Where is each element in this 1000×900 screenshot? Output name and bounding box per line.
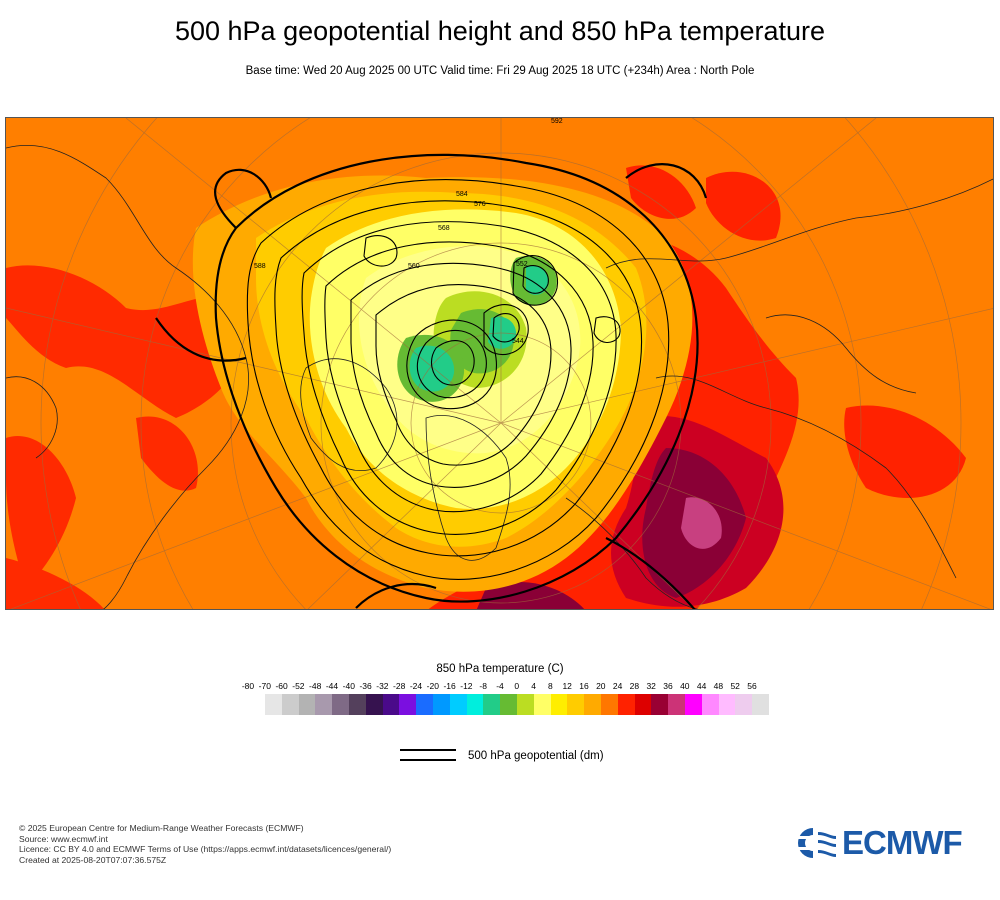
contour-label: 588	[254, 263, 266, 270]
temperature-colorbar	[265, 694, 769, 715]
legend-title: 850 hPa temperature (C)	[436, 663, 564, 675]
colorbar-swatch	[432, 694, 450, 715]
colorbar-swatch	[281, 694, 299, 715]
footer-credits: © 2025 European Centre for Medium-Range …	[19, 823, 391, 865]
contour-label: 552	[516, 261, 528, 268]
colorbar-swatch	[348, 694, 366, 715]
colorbar-tick-label: -8	[479, 681, 487, 691]
colorbar-tick-label: 20	[596, 681, 606, 691]
colorbar-tick-label: 4	[531, 681, 536, 691]
colorbar-swatch	[668, 694, 685, 715]
colorbar-tick-label: 44	[696, 681, 707, 691]
footer-line: Created at 2025-08-20T07:07:36.575Z	[19, 854, 167, 865]
colorbar-swatch	[533, 694, 551, 715]
colorbar-tick-label: -48	[309, 681, 322, 691]
colorbar-tick-label: -12	[460, 681, 473, 691]
contour-label: 576	[474, 201, 486, 208]
colorbar-tick-label: 16	[579, 681, 589, 691]
colorbar-swatch	[684, 694, 702, 715]
colorbar-swatch	[600, 694, 618, 715]
colorbar-swatch	[584, 694, 601, 715]
contour-label: 592	[551, 118, 563, 125]
contour-label: 560	[408, 263, 420, 270]
colorbar-swatch	[634, 694, 652, 715]
colorbar-swatch	[752, 694, 769, 715]
colorbar-tick-label: 8	[548, 681, 553, 691]
colorbar-tick-label: 52	[730, 681, 740, 691]
colorbar-swatch	[718, 694, 736, 715]
ecmwf-logo: ECMWF	[796, 824, 986, 864]
colorbar-swatch	[332, 694, 349, 715]
colorbar-tick-label: -40	[342, 681, 355, 691]
colorbar-swatch	[516, 694, 534, 715]
colorbar-tick-label: -28	[393, 681, 406, 691]
colorbar-tick-label: -16	[443, 681, 456, 691]
legend-line-swatch	[400, 749, 456, 751]
colorbar-swatch	[416, 694, 433, 715]
footer-line: Licence: CC BY 4.0 and ECMWF Terms of Us…	[19, 844, 392, 855]
geopotential-legend-label: 500 hPa geopotential (dm)	[468, 750, 604, 762]
colorbar-swatch	[315, 694, 333, 715]
colorbar-tick-label: -80	[241, 681, 255, 691]
colorbar-tick-label: -32	[376, 681, 389, 691]
colorbar-swatch	[382, 694, 400, 715]
colorbar-tick-label: 28	[629, 681, 640, 691]
ecmwf-logo-icon	[796, 826, 840, 860]
colorbar-tick-label: 0	[514, 681, 520, 691]
colorbar-swatch	[735, 694, 753, 715]
colorbar-swatch	[298, 694, 316, 715]
colorbar-tick-label: -70	[258, 681, 271, 691]
weather-map: 584 576 568 560 552 544 592 588	[5, 117, 994, 610]
colorbar-swatch	[500, 694, 517, 715]
colorbar-tick-label: 24	[612, 681, 623, 691]
colorbar-tick-label: -20	[426, 681, 439, 691]
colorbar-tick-label: -44	[325, 681, 339, 691]
chart-title: 500 hPa geopotential height and 850 hPa …	[174, 16, 825, 46]
colorbar-swatch	[399, 694, 417, 715]
colorbar-swatch	[449, 694, 467, 715]
colorbar-tick-label: -4	[496, 681, 504, 691]
colorbar-swatch	[265, 694, 282, 715]
contour-label: 568	[438, 225, 450, 232]
colorbar-ticks: -80 -70 -60 -52 -48 -44 -40 -36 -32 -28 -24 -20 -16-…	[0, 681, 1000, 693]
colorbar-tick-label: -60	[275, 681, 288, 691]
colorbar-swatch	[617, 694, 635, 715]
colorbar-tick-label: -24	[409, 681, 423, 691]
chart-subtitle: Base time: Wed 20 Aug 2025 00 UTC Valid …	[245, 65, 755, 77]
colorbar-tick-label: 12	[562, 681, 572, 691]
colorbar-swatch	[365, 694, 383, 715]
colorbar-tick-label: 40	[680, 681, 690, 691]
colorbar-swatch	[466, 694, 484, 715]
colorbar-tick-label: 36	[663, 681, 673, 691]
ecmwf-wordmark: ECMWF	[842, 824, 963, 861]
colorbar-tick-label: 56	[747, 681, 757, 691]
colorbar-swatch	[651, 694, 669, 715]
colorbar-tick-label: -52	[292, 681, 305, 691]
colorbar-swatch	[701, 694, 719, 715]
colorbar-swatch	[550, 694, 568, 715]
contour-label: 544	[512, 338, 524, 345]
footer-line: Source: www.ecmwf.int	[19, 833, 108, 844]
colorbar-tick-label: 32	[646, 681, 656, 691]
footer-line: © 2025 European Centre for Medium-Range …	[19, 823, 304, 833]
contour-label: 584	[456, 191, 468, 198]
colorbar-swatch	[567, 694, 585, 715]
colorbar-tick-label: -36	[359, 681, 372, 691]
legend-line-swatch	[400, 759, 456, 761]
colorbar-tick-label: 48	[713, 681, 724, 691]
colorbar-swatch	[483, 694, 501, 715]
